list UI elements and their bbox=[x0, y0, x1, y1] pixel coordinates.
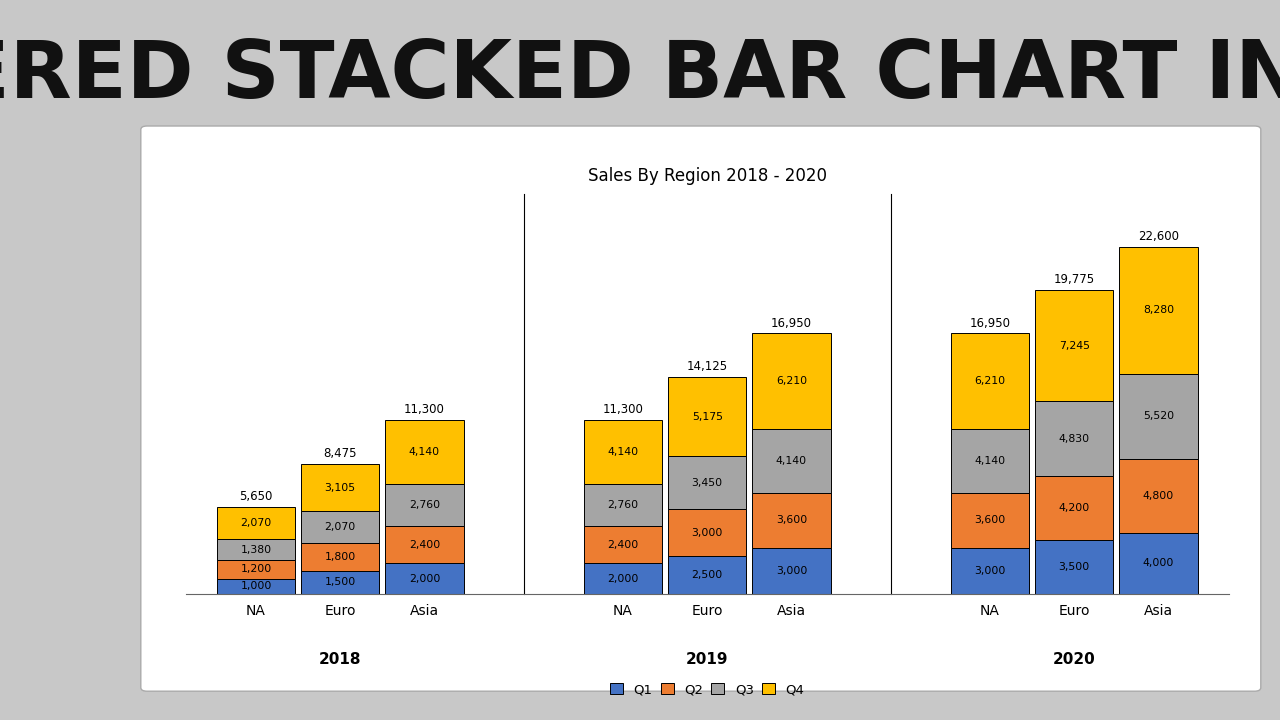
Text: 5,520: 5,520 bbox=[1143, 411, 1174, 421]
Title: Sales By Region 2018 - 2020: Sales By Region 2018 - 2020 bbox=[588, 166, 827, 184]
Text: 6,210: 6,210 bbox=[974, 377, 1006, 386]
Text: 2,000: 2,000 bbox=[607, 574, 639, 584]
Text: 1,500: 1,500 bbox=[325, 577, 356, 588]
Bar bbox=[951, 492, 1029, 548]
Bar bbox=[216, 560, 296, 579]
Text: 1,380: 1,380 bbox=[241, 544, 271, 554]
Bar bbox=[1119, 533, 1198, 594]
Text: 2,760: 2,760 bbox=[608, 500, 639, 510]
Legend: Q1, Q2, Q3, Q4: Q1, Q2, Q3, Q4 bbox=[604, 678, 810, 701]
Text: 11,300: 11,300 bbox=[603, 403, 644, 416]
Text: 4,800: 4,800 bbox=[1143, 490, 1174, 500]
Bar bbox=[1036, 290, 1114, 402]
Bar bbox=[584, 526, 662, 563]
Bar bbox=[301, 511, 379, 544]
Text: 2,070: 2,070 bbox=[325, 523, 356, 532]
Bar bbox=[385, 420, 463, 484]
Text: 4,000: 4,000 bbox=[1143, 558, 1174, 568]
Text: 16,950: 16,950 bbox=[771, 317, 812, 330]
Bar bbox=[1036, 402, 1114, 476]
Bar bbox=[216, 579, 296, 594]
Text: 3,500: 3,500 bbox=[1059, 562, 1089, 572]
Text: 2,000: 2,000 bbox=[408, 574, 440, 584]
Bar bbox=[668, 456, 746, 510]
Bar bbox=[584, 420, 662, 484]
Bar bbox=[301, 464, 379, 511]
Bar bbox=[668, 510, 746, 556]
Text: CLUSTERED STACKED BAR CHART IN EXCEL: CLUSTERED STACKED BAR CHART IN EXCEL bbox=[0, 37, 1280, 114]
Text: 2,400: 2,400 bbox=[607, 540, 639, 550]
Bar bbox=[385, 484, 463, 526]
Bar bbox=[1119, 459, 1198, 533]
Text: 3,000: 3,000 bbox=[776, 566, 808, 576]
Bar bbox=[951, 548, 1029, 594]
Text: 8,280: 8,280 bbox=[1143, 305, 1174, 315]
Bar bbox=[1036, 476, 1114, 540]
Bar bbox=[753, 333, 831, 429]
Bar bbox=[301, 544, 379, 571]
Text: 2,070: 2,070 bbox=[241, 518, 271, 528]
Bar bbox=[216, 539, 296, 560]
Bar bbox=[1036, 540, 1114, 594]
Text: 2020: 2020 bbox=[1053, 652, 1096, 667]
Text: 5,650: 5,650 bbox=[239, 490, 273, 503]
Bar bbox=[1119, 374, 1198, 459]
Text: 2018: 2018 bbox=[319, 652, 361, 667]
Text: 3,450: 3,450 bbox=[691, 478, 723, 488]
Text: 3,000: 3,000 bbox=[691, 528, 723, 538]
Text: 2019: 2019 bbox=[686, 652, 728, 667]
Bar bbox=[753, 429, 831, 492]
Text: 3,600: 3,600 bbox=[776, 516, 808, 525]
Text: 22,600: 22,600 bbox=[1138, 230, 1179, 243]
Text: 1,200: 1,200 bbox=[241, 564, 271, 575]
Text: 19,775: 19,775 bbox=[1053, 273, 1094, 287]
Text: 4,140: 4,140 bbox=[974, 456, 1006, 466]
Bar bbox=[753, 548, 831, 594]
Text: 4,140: 4,140 bbox=[776, 456, 806, 466]
Text: 14,125: 14,125 bbox=[686, 360, 728, 373]
Bar bbox=[668, 556, 746, 594]
Bar bbox=[301, 571, 379, 594]
Text: 2,500: 2,500 bbox=[691, 570, 723, 580]
Text: 16,950: 16,950 bbox=[969, 317, 1010, 330]
Bar bbox=[385, 563, 463, 594]
Bar bbox=[951, 429, 1029, 492]
Text: 4,140: 4,140 bbox=[608, 447, 639, 457]
Bar bbox=[385, 526, 463, 563]
Text: 6,210: 6,210 bbox=[776, 377, 806, 386]
Text: 7,245: 7,245 bbox=[1059, 341, 1089, 351]
Text: 1,000: 1,000 bbox=[241, 581, 271, 591]
Text: 2,400: 2,400 bbox=[408, 540, 440, 550]
Text: 4,200: 4,200 bbox=[1059, 503, 1089, 513]
Bar bbox=[1119, 247, 1198, 374]
Bar bbox=[584, 563, 662, 594]
Text: 3,000: 3,000 bbox=[974, 566, 1006, 576]
Bar bbox=[951, 333, 1029, 429]
Text: 5,175: 5,175 bbox=[691, 412, 723, 422]
Bar bbox=[216, 507, 296, 539]
Bar bbox=[584, 484, 662, 526]
Text: 3,600: 3,600 bbox=[974, 516, 1006, 525]
Text: 2,760: 2,760 bbox=[408, 500, 440, 510]
Text: 1,800: 1,800 bbox=[325, 552, 356, 562]
Text: 8,475: 8,475 bbox=[324, 447, 357, 460]
Bar bbox=[668, 377, 746, 456]
Bar bbox=[753, 492, 831, 548]
Text: 11,300: 11,300 bbox=[404, 403, 445, 416]
Text: 3,105: 3,105 bbox=[325, 482, 356, 492]
Text: 4,830: 4,830 bbox=[1059, 433, 1089, 444]
Text: 4,140: 4,140 bbox=[408, 447, 440, 457]
